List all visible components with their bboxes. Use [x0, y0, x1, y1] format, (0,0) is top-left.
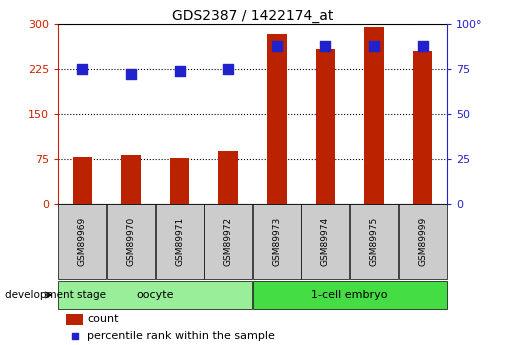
- Point: [273, 43, 281, 48]
- Bar: [219, 151, 238, 204]
- Point: [419, 43, 427, 48]
- Bar: [364, 27, 384, 204]
- Bar: [58, 204, 107, 279]
- Bar: [252, 204, 301, 279]
- Bar: [316, 49, 335, 204]
- Point: [370, 43, 378, 48]
- Bar: [413, 51, 432, 204]
- Bar: [170, 158, 189, 204]
- Point: [78, 66, 86, 72]
- Text: GSM89972: GSM89972: [224, 217, 233, 266]
- Point: [321, 43, 329, 48]
- Text: GSM89974: GSM89974: [321, 217, 330, 266]
- Bar: [398, 204, 447, 279]
- Bar: [73, 157, 92, 204]
- Bar: [107, 204, 155, 279]
- Bar: [204, 204, 252, 279]
- Bar: [121, 155, 141, 204]
- Bar: [267, 34, 286, 204]
- Bar: [350, 204, 398, 279]
- Text: GSM89971: GSM89971: [175, 217, 184, 266]
- Text: GSM89970: GSM89970: [126, 217, 135, 266]
- Bar: [156, 204, 204, 279]
- Bar: [301, 204, 349, 279]
- Bar: [58, 281, 252, 309]
- Point: [176, 68, 184, 73]
- Bar: [252, 281, 447, 309]
- Bar: [66, 314, 83, 325]
- Text: count: count: [87, 315, 119, 324]
- Text: GDS2387 / 1422174_at: GDS2387 / 1422174_at: [172, 9, 333, 23]
- Text: GSM89975: GSM89975: [370, 217, 379, 266]
- Text: percentile rank within the sample: percentile rank within the sample: [87, 332, 275, 341]
- Text: GSM89999: GSM89999: [418, 217, 427, 266]
- Text: development stage: development stage: [5, 290, 106, 300]
- Point: [224, 66, 232, 72]
- Text: oocyte: oocyte: [136, 290, 174, 300]
- Point: [127, 72, 135, 77]
- Text: GSM89973: GSM89973: [272, 217, 281, 266]
- Text: GSM89969: GSM89969: [78, 217, 87, 266]
- Text: 1-cell embryo: 1-cell embryo: [312, 290, 388, 300]
- Point: [71, 334, 79, 339]
